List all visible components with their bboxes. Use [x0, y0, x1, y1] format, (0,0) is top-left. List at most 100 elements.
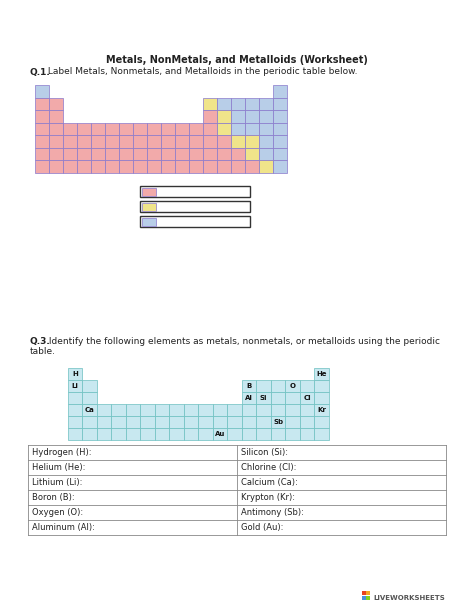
Bar: [147, 135, 161, 147]
Bar: [49, 147, 63, 160]
Bar: [184, 404, 199, 416]
Bar: [155, 428, 170, 440]
Bar: [155, 416, 170, 428]
Bar: [189, 160, 203, 172]
Bar: [63, 160, 77, 172]
Bar: [366, 596, 371, 599]
Text: Lithium (Li):: Lithium (Li):: [32, 478, 82, 487]
Text: Cl: Cl: [303, 395, 311, 401]
Bar: [111, 428, 126, 440]
Bar: [217, 98, 231, 110]
Bar: [140, 216, 250, 227]
Bar: [91, 135, 105, 147]
Bar: [140, 404, 155, 416]
Bar: [105, 147, 119, 160]
Bar: [68, 368, 82, 380]
Bar: [213, 428, 228, 440]
Bar: [49, 135, 63, 147]
Bar: [35, 160, 49, 172]
Bar: [68, 380, 82, 392]
Bar: [126, 416, 140, 428]
Text: He: He: [317, 371, 327, 377]
Bar: [273, 85, 287, 98]
Bar: [231, 98, 245, 110]
Bar: [242, 404, 256, 416]
Bar: [242, 428, 256, 440]
Bar: [273, 135, 287, 147]
Text: Kr: Kr: [317, 407, 326, 413]
Bar: [245, 135, 259, 147]
Bar: [189, 147, 203, 160]
Text: Sb: Sb: [273, 419, 283, 425]
Bar: [285, 380, 300, 392]
Bar: [35, 135, 49, 147]
Bar: [203, 147, 217, 160]
Bar: [315, 416, 329, 428]
Bar: [184, 416, 199, 428]
Bar: [35, 85, 49, 98]
Text: Li: Li: [72, 383, 79, 389]
Bar: [111, 404, 126, 416]
Bar: [271, 392, 285, 404]
Bar: [362, 596, 366, 599]
Bar: [203, 160, 217, 172]
Bar: [68, 392, 82, 404]
Bar: [91, 147, 105, 160]
Bar: [259, 110, 273, 122]
Bar: [126, 404, 140, 416]
Bar: [142, 218, 156, 225]
Bar: [133, 160, 147, 172]
Bar: [203, 135, 217, 147]
Text: Krypton (Kr):: Krypton (Kr):: [241, 493, 295, 502]
Bar: [217, 135, 231, 147]
Bar: [77, 122, 91, 135]
Text: table.: table.: [30, 347, 56, 356]
Bar: [119, 122, 133, 135]
Bar: [189, 122, 203, 135]
Text: B: B: [246, 383, 252, 389]
Text: Boron (B):: Boron (B):: [32, 493, 74, 502]
Bar: [133, 147, 147, 160]
Bar: [175, 135, 189, 147]
Bar: [231, 147, 245, 160]
Bar: [362, 591, 366, 595]
Bar: [77, 135, 91, 147]
Bar: [97, 428, 111, 440]
Bar: [63, 135, 77, 147]
Bar: [35, 147, 49, 160]
Bar: [68, 404, 82, 416]
Bar: [142, 202, 156, 211]
Bar: [147, 122, 161, 135]
Text: Al: Al: [246, 395, 253, 401]
Text: Chlorine (Cl):: Chlorine (Cl):: [241, 463, 296, 472]
Bar: [259, 160, 273, 172]
Bar: [119, 147, 133, 160]
Bar: [170, 428, 184, 440]
Bar: [217, 110, 231, 122]
Text: Identify the following elements as metals, nonmetals, or metalloids using the pe: Identify the following elements as metal…: [46, 337, 440, 346]
Text: H: H: [73, 371, 78, 377]
Bar: [256, 392, 271, 404]
Bar: [315, 368, 329, 380]
Bar: [35, 98, 49, 110]
Bar: [77, 160, 91, 172]
Bar: [256, 416, 271, 428]
Bar: [49, 98, 63, 110]
Bar: [63, 147, 77, 160]
Bar: [199, 404, 213, 416]
Text: Au: Au: [215, 431, 226, 437]
Bar: [217, 122, 231, 135]
Bar: [285, 404, 300, 416]
Bar: [217, 160, 231, 172]
Bar: [175, 147, 189, 160]
Bar: [271, 416, 285, 428]
Bar: [175, 160, 189, 172]
Bar: [147, 160, 161, 172]
Text: Q.1.: Q.1.: [30, 67, 51, 76]
Bar: [161, 147, 175, 160]
Bar: [231, 135, 245, 147]
Text: Q.3.: Q.3.: [30, 337, 51, 346]
Bar: [203, 98, 217, 110]
Bar: [91, 122, 105, 135]
Bar: [273, 110, 287, 122]
